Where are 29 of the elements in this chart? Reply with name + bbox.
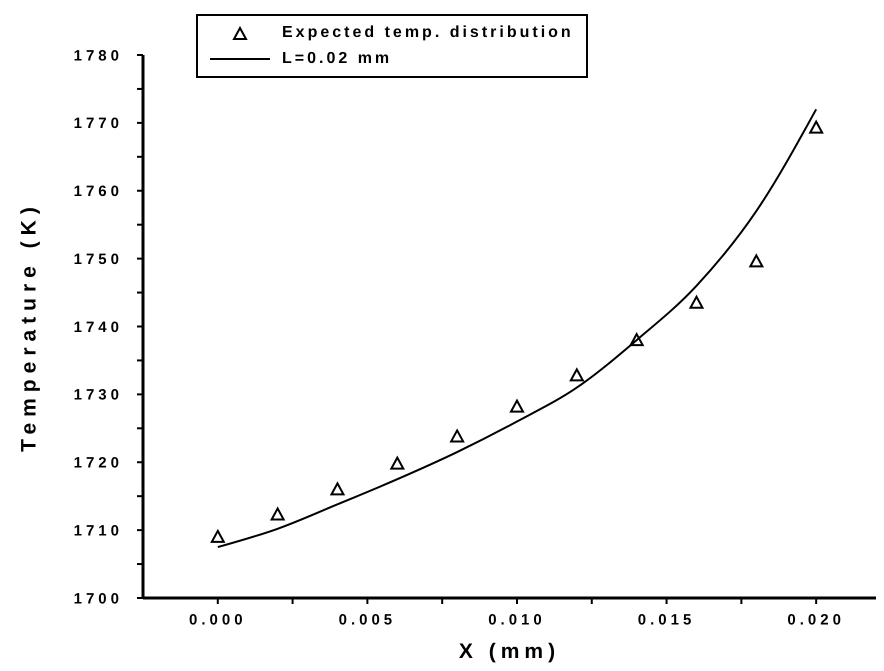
legend-label: L=0.02 mm bbox=[282, 50, 392, 68]
y-tick-label: 1770 bbox=[74, 115, 123, 132]
y-tick-label: 1760 bbox=[74, 183, 123, 200]
x-tick-label: 0.000 bbox=[189, 612, 247, 629]
y-tick-label: 1700 bbox=[74, 590, 123, 608]
y-tick-label: 1720 bbox=[74, 454, 123, 472]
y-tick-label: 1710 bbox=[74, 522, 123, 540]
point bbox=[749, 254, 764, 268]
y-tick-label: 1730 bbox=[74, 386, 123, 404]
point bbox=[210, 530, 225, 543]
point bbox=[330, 482, 344, 496]
point bbox=[450, 429, 464, 442]
point bbox=[270, 508, 285, 521]
x-tick-label: 0.015 bbox=[638, 612, 696, 629]
x-tick-label: 0.005 bbox=[338, 612, 396, 629]
legend-label: Expected temp. distribution bbox=[282, 24, 574, 42]
point bbox=[809, 120, 824, 134]
y-tick-label: 1750 bbox=[74, 250, 123, 268]
x-tick-label: 0.010 bbox=[488, 612, 546, 629]
point bbox=[510, 400, 524, 413]
x-tick-label: 0.020 bbox=[787, 612, 845, 629]
point bbox=[570, 368, 584, 382]
y-tick-label: 1780 bbox=[74, 47, 123, 64]
point bbox=[689, 296, 704, 309]
point bbox=[630, 333, 644, 346]
y-axis-title: Temperature (K) bbox=[17, 201, 40, 452]
x-axis-title: X (mm) bbox=[458, 640, 560, 663]
y-tick-label: 1740 bbox=[74, 318, 123, 336]
point bbox=[390, 456, 404, 470]
